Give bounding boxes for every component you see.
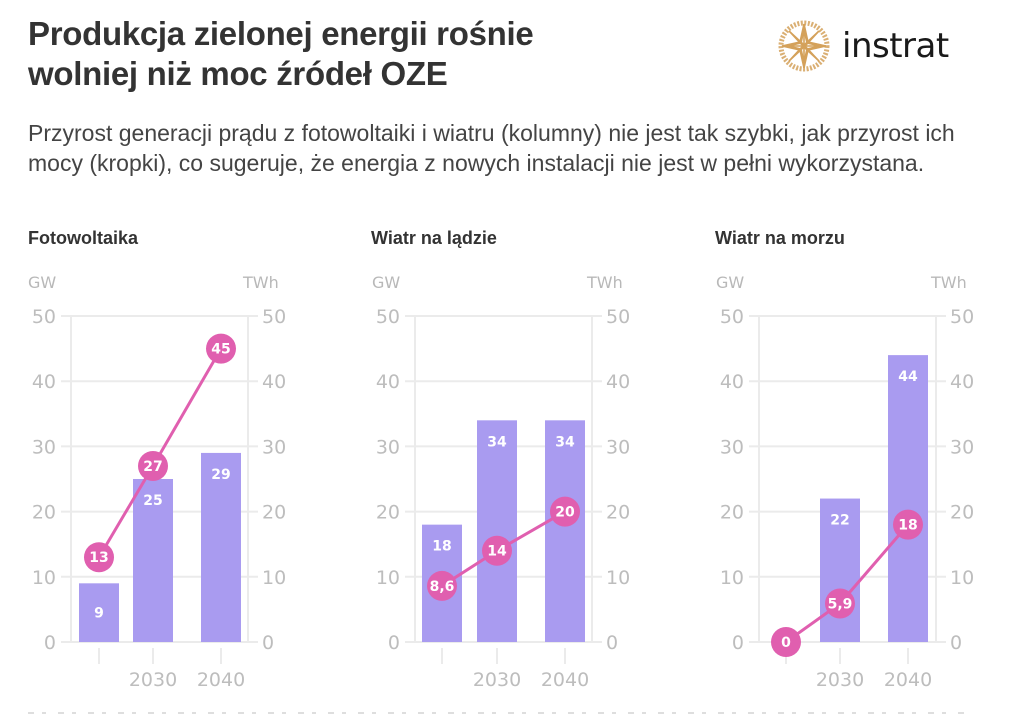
bar xyxy=(133,479,173,642)
bar-value-label: 9 xyxy=(94,606,104,622)
x-tick-label: 2030 xyxy=(473,669,521,691)
page-title: Produkcja zielonej energii rośnie wolnie… xyxy=(28,14,748,94)
capacity-point xyxy=(84,542,114,573)
capacity-point xyxy=(427,570,457,601)
bar xyxy=(888,355,928,642)
bar xyxy=(545,420,585,642)
left-axis-unit: GW xyxy=(28,273,56,292)
left-tick-label: 0 xyxy=(44,632,56,654)
bar xyxy=(477,420,517,642)
right-tick-label: 40 xyxy=(262,371,286,393)
capacity-point-label: 8,6 xyxy=(430,579,455,595)
panel-title-onshore-wind: Wiatr na lądzie xyxy=(371,228,497,248)
bar-value-label: 22 xyxy=(830,513,849,529)
bar xyxy=(201,452,241,642)
capacity-point-label: 5,9 xyxy=(828,597,853,613)
capacity-point xyxy=(550,496,580,527)
capacity-point-label: 14 xyxy=(487,544,507,560)
right-tick-label: 50 xyxy=(606,306,630,328)
left-tick-label: 10 xyxy=(32,567,56,589)
right-tick-label: 20 xyxy=(950,502,974,524)
x-tick-label: 2040 xyxy=(884,669,932,691)
capacity-point-label: 18 xyxy=(898,518,917,534)
right-tick-label: 30 xyxy=(950,436,974,458)
right-tick-label: 0 xyxy=(262,632,274,654)
right-tick-label: 40 xyxy=(950,371,974,393)
left-tick-label: 40 xyxy=(32,371,56,393)
left-tick-label: 50 xyxy=(720,306,744,328)
x-tick-label: 2040 xyxy=(197,669,245,691)
right-tick-label: 30 xyxy=(262,436,286,458)
capacity-point-label: 20 xyxy=(555,505,575,521)
bar xyxy=(79,583,119,642)
x-tick-label: 2030 xyxy=(816,669,864,691)
right-tick-label: 50 xyxy=(262,306,286,328)
left-tick-label: 20 xyxy=(32,502,56,524)
right-tick-label: 0 xyxy=(606,632,618,654)
bar-value-label: 44 xyxy=(898,369,918,385)
bar-value-label: 25 xyxy=(143,493,162,509)
capacity-point xyxy=(771,627,801,657)
panel-title-offshore-wind: Wiatr na morzu xyxy=(715,228,845,248)
bar-value-label: 34 xyxy=(555,434,575,450)
x-tick-label: 2040 xyxy=(541,669,589,691)
left-tick-label: 30 xyxy=(32,436,56,458)
right-tick-label: 20 xyxy=(262,502,286,524)
capacity-point xyxy=(482,535,512,566)
left-tick-label: 50 xyxy=(32,306,56,328)
subtitle: Przyrost generacji prądu z fotowoltaiki … xyxy=(28,120,955,176)
bar-value-label: 18 xyxy=(432,539,451,555)
capacity-point xyxy=(206,333,236,364)
right-tick-label: 10 xyxy=(950,567,974,589)
right-tick-label: 50 xyxy=(950,306,974,328)
title-line-2: wolniej niż moc źródeł OZE xyxy=(28,55,448,92)
left-axis-unit: GW xyxy=(372,273,400,292)
title-line-1: Produkcja zielonej energii rośnie xyxy=(28,15,534,52)
capacity-point xyxy=(893,509,923,540)
right-tick-label: 40 xyxy=(606,371,630,393)
right-axis-unit: TWh xyxy=(586,273,623,292)
bar-value-label: 34 xyxy=(487,434,507,450)
left-axis-unit: GW xyxy=(716,273,744,292)
logo-text: instrat xyxy=(842,26,949,66)
instrat-logo: instrat xyxy=(778,20,949,72)
left-tick-label: 40 xyxy=(376,371,400,393)
left-tick-label: 50 xyxy=(376,306,400,328)
right-tick-label: 10 xyxy=(262,567,286,589)
left-tick-label: 20 xyxy=(720,502,744,524)
footnote-cropped xyxy=(28,706,968,716)
left-tick-label: 30 xyxy=(720,436,744,458)
capacity-point-label: 27 xyxy=(143,459,162,475)
x-tick-label: 2030 xyxy=(129,669,177,691)
capacity-point xyxy=(138,450,168,481)
right-tick-label: 20 xyxy=(606,502,630,524)
bar-value-label: 29 xyxy=(211,467,230,483)
right-tick-label: 30 xyxy=(606,436,630,458)
left-tick-label: 10 xyxy=(720,567,744,589)
right-axis-unit: TWh xyxy=(930,273,967,292)
left-tick-label: 20 xyxy=(376,502,400,524)
left-tick-label: 40 xyxy=(720,371,744,393)
right-tick-label: 10 xyxy=(606,567,630,589)
right-axis-unit: TWh xyxy=(242,273,279,292)
compass-rose-icon xyxy=(778,20,830,72)
left-tick-label: 0 xyxy=(388,632,400,654)
capacity-point xyxy=(825,588,855,619)
capacity-point-label: 0 xyxy=(781,635,791,651)
capacity-point-label: 13 xyxy=(89,550,108,566)
right-tick-label: 0 xyxy=(950,632,962,654)
left-tick-label: 0 xyxy=(732,632,744,654)
panel-title-photovoltaics: Fotowoltaika xyxy=(28,228,139,248)
capacity-point-label: 45 xyxy=(211,342,230,358)
left-tick-label: 10 xyxy=(376,567,400,589)
left-tick-label: 30 xyxy=(376,436,400,458)
